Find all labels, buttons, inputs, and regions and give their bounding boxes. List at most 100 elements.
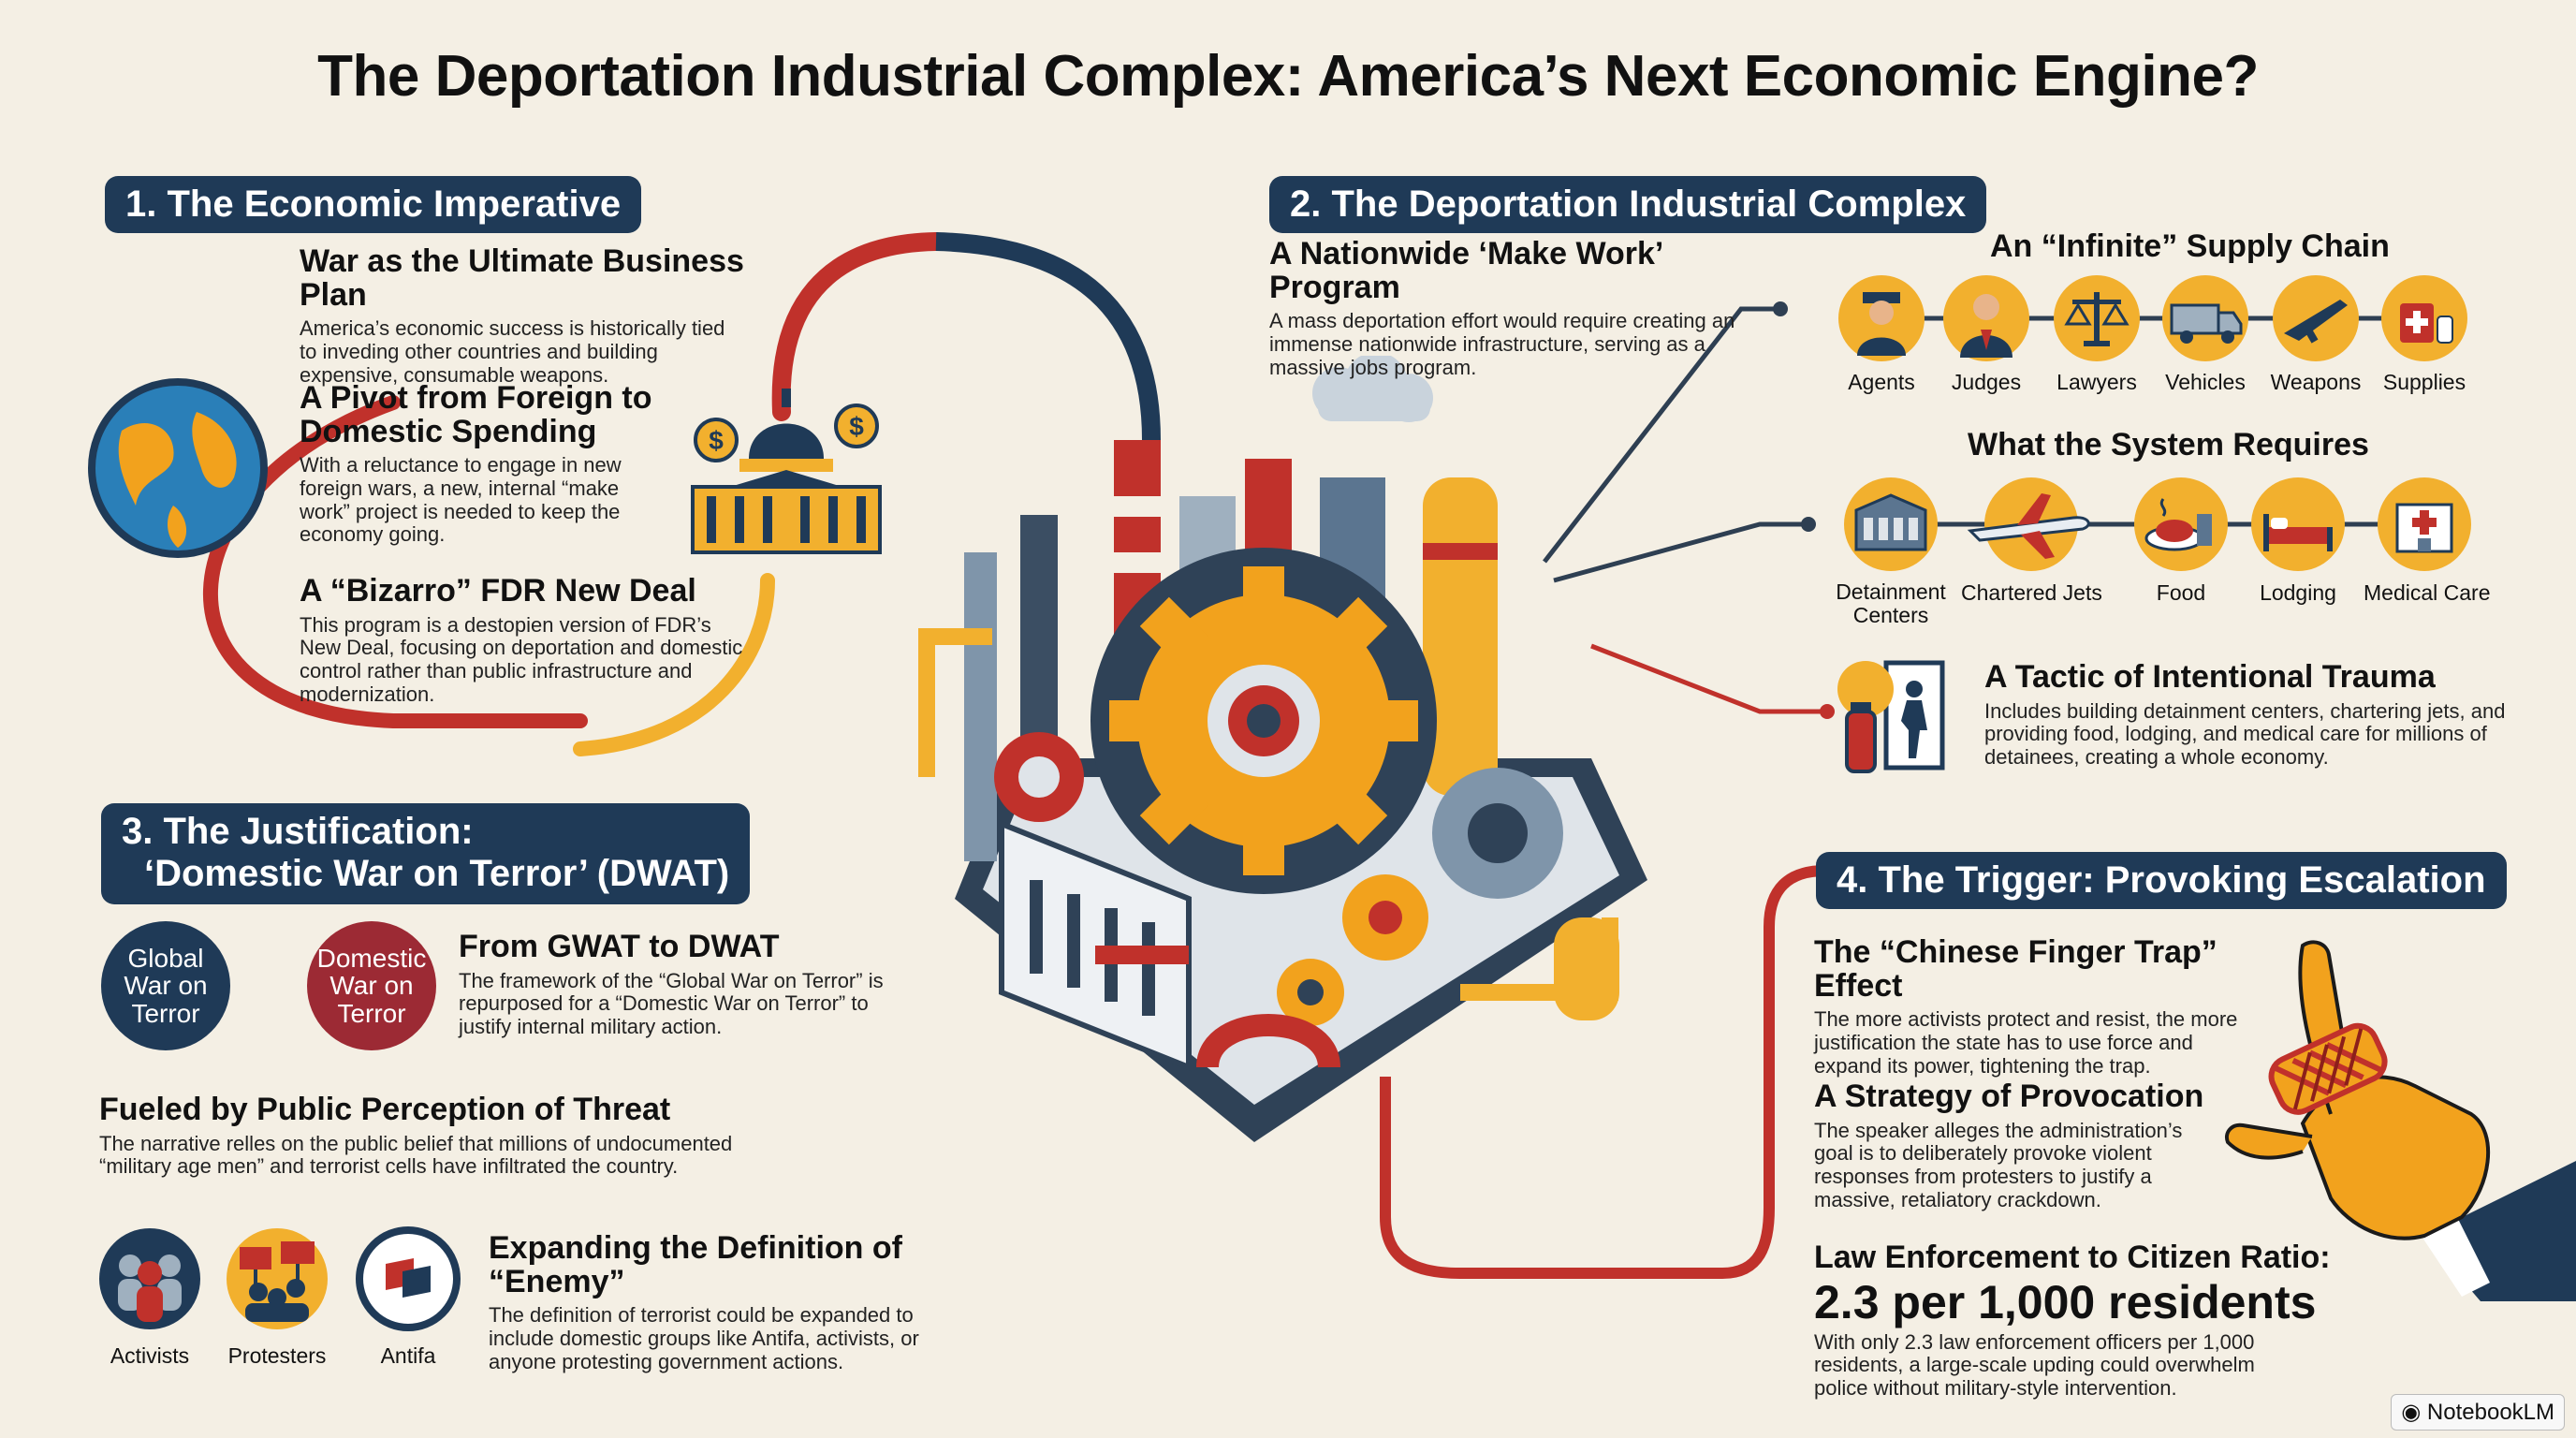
s1-block-3-text: This program is a destopien version of F… xyxy=(300,612,743,706)
requires-item-medical-label: Medical Care xyxy=(2364,580,2491,605)
requires-item-detainment-label: Detainment Centers xyxy=(1836,580,1946,628)
section-3-heading: 3. The Justification: ‘Domestic War on T… xyxy=(101,803,751,904)
rifle-icon xyxy=(2273,275,2359,361)
s3-block-3-text: The definition of terrorist could be exp… xyxy=(489,1303,919,1373)
gwat-circle: Global War on Terror xyxy=(101,921,230,1050)
supply-item-judges: Judges xyxy=(1939,271,2033,395)
requires-item-lodging: Lodging xyxy=(2247,473,2349,606)
airplane-icon xyxy=(1967,477,2090,571)
judge-icon xyxy=(1943,275,2029,361)
factory-illustration xyxy=(918,356,1647,1142)
requires-item-food-label: Food xyxy=(2156,580,2206,605)
s1-block-2: A Pivot from Foreign to Domestic Spendin… xyxy=(300,380,674,547)
supply-item-vehicles-label: Vehicles xyxy=(2165,370,2246,394)
section-2-heading: 2. The Deportation Industrial Complex xyxy=(1269,176,1987,233)
requires-item-jets: Chartered Jets xyxy=(1961,473,2102,606)
supply-chain-title: An “Infinite” Supply Chain xyxy=(1990,228,2390,264)
s4-block-1-title: The “Chinese Finger Trap” Effect xyxy=(1814,934,2217,1004)
s2-block-1-text: A mass deportation effort would require … xyxy=(1269,309,1735,379)
left-red-curve xyxy=(203,395,588,728)
s4-block-2: A Strategy of Provocation The speaker al… xyxy=(1814,1078,2207,1211)
s3-block-2: Fueled by Public Perception of Threat Th… xyxy=(99,1093,773,1179)
food-icon xyxy=(2134,477,2228,571)
s3-block-2-text: The narrative relles on the public belie… xyxy=(99,1131,733,1179)
protesters-icon xyxy=(227,1228,328,1329)
detainment-center-icon xyxy=(1844,477,1938,571)
gwat-circle-label: Global War on Terror xyxy=(124,943,208,1028)
s3-block-1: From GWAT to DWAT The framework of the “… xyxy=(459,929,889,1039)
gear-icon xyxy=(1277,959,1344,1026)
gear-icon xyxy=(1342,874,1428,961)
s2-block-1: A Nationwide ‘Make Work’ Program A mass … xyxy=(1269,237,1756,379)
trauma-icon xyxy=(1837,660,1945,773)
s1-block-2-title: A Pivot from Foreign to Domestic Spendin… xyxy=(300,380,652,449)
requires-row: Detainment Centers Chartered Jets Food L… xyxy=(1830,473,2491,632)
connector-trauma xyxy=(1590,643,1825,714)
s3-block-3: Expanding the Definition of “Enemy” The … xyxy=(489,1230,994,1373)
s4-block-3-text: With only 2.3 law enforcement officers p… xyxy=(1814,1329,2255,1400)
antifa-label: Antifa xyxy=(380,1343,436,1368)
supply-item-judges-label: Judges xyxy=(1951,370,2022,394)
scales-of-justice-icon xyxy=(2054,275,2140,361)
activists-icon-group: Activists xyxy=(97,1226,202,1369)
requires-item-lodging-label: Lodging xyxy=(2260,580,2336,605)
gear-icon xyxy=(1432,768,1563,899)
s4-block-1: The “Chinese Finger Trap” Effect The mor… xyxy=(1814,934,2301,1078)
s3-block-1-text: The framework of the “Global War on Terr… xyxy=(459,968,884,1038)
supply-item-weapons: Weapons xyxy=(2269,271,2363,395)
s3-block-3-title: Expanding the Definition of “Enemy” xyxy=(489,1230,902,1299)
large-gear-icon xyxy=(1090,548,1437,894)
supply-item-weapons-label: Weapons xyxy=(2270,370,2362,394)
s4-ratio-figure: 2.3 per 1,000 residents xyxy=(1814,1275,2317,1328)
connector-trigger xyxy=(1380,865,1826,1279)
requires-item-jets-label: Chartered Jets xyxy=(1961,580,2102,605)
s1-block-1-text: America’s economic success is historical… xyxy=(300,316,725,387)
supply-item-vehicles: Vehicles xyxy=(2159,271,2252,395)
top-red-arc xyxy=(771,232,945,421)
supply-item-lawyers-label: Lawyers xyxy=(2056,370,2137,394)
supply-item-agents: Agents xyxy=(1835,271,1928,395)
left-gold-curve xyxy=(573,573,775,756)
connector-requires xyxy=(1553,521,1807,583)
chinese-finger-trap-icon xyxy=(2268,1022,2388,1115)
s3-block-1-title: From GWAT to DWAT xyxy=(459,929,780,964)
bed-icon xyxy=(2251,477,2345,571)
notebooklm-logo-icon: ◉ xyxy=(2401,1400,2422,1425)
medical-supplies-icon xyxy=(2381,275,2467,361)
s4-block-1-text: The more activists protect and resist, t… xyxy=(1814,1007,2238,1078)
hospital-icon xyxy=(2378,477,2471,571)
antifa-flag-icon xyxy=(356,1226,461,1331)
s1-block-3: A “Bizarro” FDR New Deal This program is… xyxy=(300,574,768,706)
supply-item-supplies-label: Supplies xyxy=(2382,370,2466,394)
s4-block-2-text: The speaker alleges the administration’s… xyxy=(1814,1118,2183,1211)
s1-block-2-text: With a reluctance to engage in new forei… xyxy=(300,453,622,547)
protesters-icon-group: Protesters xyxy=(225,1226,329,1369)
requires-item-detainment: Detainment Centers xyxy=(1830,473,1952,628)
van-icon xyxy=(2162,275,2248,361)
page-title: The Deportation Industrial Complex: Amer… xyxy=(317,44,2259,109)
notebooklm-badge-label: NotebookLM xyxy=(2426,1400,2554,1425)
svg-text:$: $ xyxy=(709,426,724,455)
dwat-circle: Domestic War on Terror xyxy=(307,921,436,1050)
supply-chain-row: Agents Judges Lawyers Vehicles Weapons S… xyxy=(1835,271,2467,403)
section-4-heading: 4. The Trigger: Provoking Escalation xyxy=(1816,852,2507,909)
activists-icon xyxy=(99,1228,200,1329)
finger-trap-hand-icon xyxy=(2225,940,2576,1301)
requires-item-food: Food xyxy=(2130,473,2232,606)
s3-block-2-title: Fueled by Public Perception of Threat xyxy=(99,1092,671,1127)
capitol-building-icon: $ $ xyxy=(691,389,882,554)
s2-trauma-title: A Tactic of Intentional Trauma xyxy=(1984,659,2436,695)
notebooklm-badge: ◉ NotebookLM xyxy=(2391,1394,2565,1431)
section-3-heading-line2: ‘Domestic War on Terror’ (DWAT) xyxy=(144,852,730,894)
supply-item-lawyers: Lawyers xyxy=(2050,271,2144,395)
system-requires-title: What the System Requires xyxy=(1968,427,2369,462)
s4-block-2-title: A Strategy of Provocation xyxy=(1814,1078,2204,1114)
antifa-icon-group: Antifa xyxy=(356,1226,461,1369)
svg-text:$: $ xyxy=(849,412,864,441)
supply-item-supplies: Supplies xyxy=(2378,271,2471,395)
section-1-heading: 1. The Economic Imperative xyxy=(105,176,642,233)
police-officer-icon xyxy=(1838,275,1925,361)
small-gear-icon xyxy=(994,732,1084,822)
s2-trauma-block: A Tactic of Intentional Trauma Includes … xyxy=(1984,659,2509,770)
